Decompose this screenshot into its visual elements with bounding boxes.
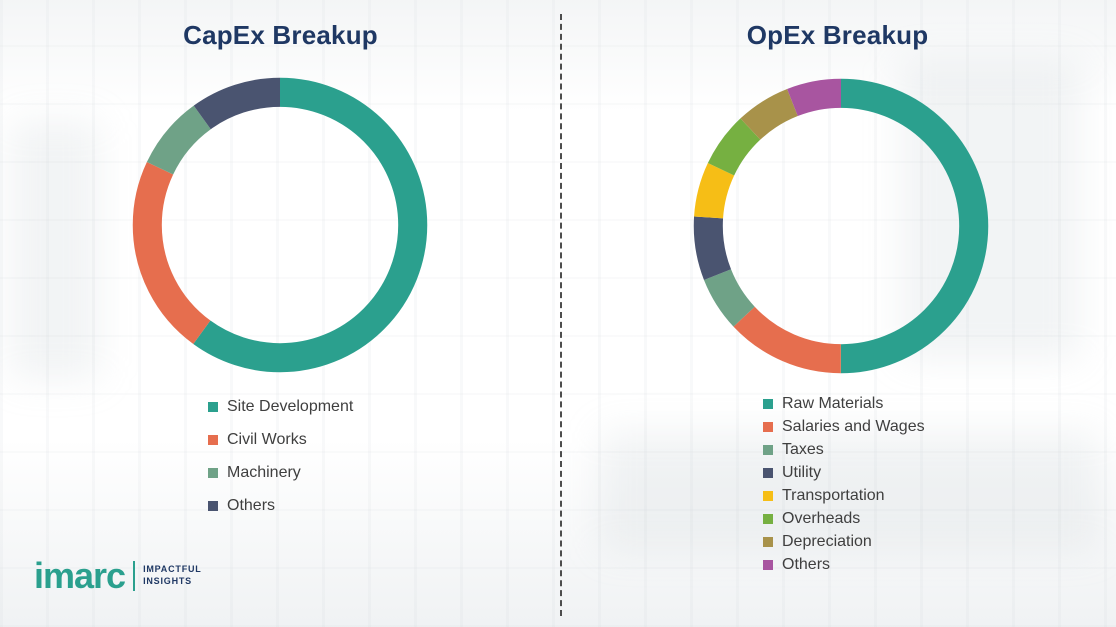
background-shape <box>10 120 100 380</box>
imarc-logo-divider <box>133 561 136 591</box>
legend-item: Civil Works <box>208 423 353 456</box>
legend-label: Raw Materials <box>782 394 884 412</box>
background-shape <box>600 430 1100 550</box>
legend-swatch <box>763 444 773 455</box>
legend-item: Utility <box>763 461 925 484</box>
legend-item: Machinery <box>208 456 353 489</box>
legend-label: Taxes <box>782 440 824 458</box>
legend-label: Site Development <box>227 397 354 415</box>
donut-segment <box>693 78 989 374</box>
imarc-tagline-line1: IMPACTFUL <box>143 564 202 575</box>
donut-segment <box>693 78 989 374</box>
capex-legend: Site Development Civil Works Machinery Othe… <box>208 390 353 522</box>
imarc-logo: imarc IMPACTFUL INSIGHTS <box>34 558 202 594</box>
legend-swatch <box>763 490 773 501</box>
donut-segment <box>132 77 428 373</box>
legend-swatch <box>208 401 218 412</box>
imarc-logo-tagline: IMPACTFUL INSIGHTS <box>143 564 202 587</box>
legend-item: Site Development <box>208 390 353 423</box>
legend-swatch <box>763 467 773 478</box>
legend-item: Others <box>208 489 353 522</box>
legend-swatch <box>208 467 218 478</box>
legend-swatch <box>208 434 218 445</box>
donut-segment <box>132 77 428 373</box>
legend-label: Others <box>227 496 276 514</box>
opex-chart-title: OpEx Breakup <box>746 20 929 50</box>
capex-chart-title: CapEx Breakup <box>183 20 378 50</box>
legend-label: Utility <box>782 463 822 481</box>
legend-label: Machinery <box>227 463 301 481</box>
legend-label: Overheads <box>782 509 861 527</box>
legend-label: Depreciation <box>782 532 872 550</box>
imarc-logo-wordmark: imarc <box>34 555 126 596</box>
legend-label: Others <box>782 555 831 573</box>
legend-item: Depreciation <box>763 530 925 553</box>
capex-donut-chart <box>132 77 428 373</box>
legend-item: Others <box>763 553 925 576</box>
legend-swatch <box>763 421 773 432</box>
legend-swatch <box>763 559 773 570</box>
legend-item: Transportation <box>763 484 925 507</box>
legend-label: Transportation <box>782 486 885 504</box>
legend-item: Raw Materials <box>763 392 925 415</box>
legend-item: Overheads <box>763 507 925 530</box>
divider-dashed-line <box>560 14 562 616</box>
legend-item: Taxes <box>763 438 925 461</box>
legend-swatch <box>208 500 218 511</box>
opex-legend: Raw Materials Salaries and Wages Taxes Util… <box>763 392 925 576</box>
legend-swatch <box>763 398 773 409</box>
legend-swatch <box>763 513 773 524</box>
legend-label: Civil Works <box>227 430 307 448</box>
legend-swatch <box>763 536 773 547</box>
legend-item: Salaries and Wages <box>763 415 925 438</box>
opex-donut-chart <box>693 78 989 374</box>
imarc-tagline-line2: INSIGHTS <box>143 576 192 586</box>
legend-label: Salaries and Wages <box>782 417 925 435</box>
